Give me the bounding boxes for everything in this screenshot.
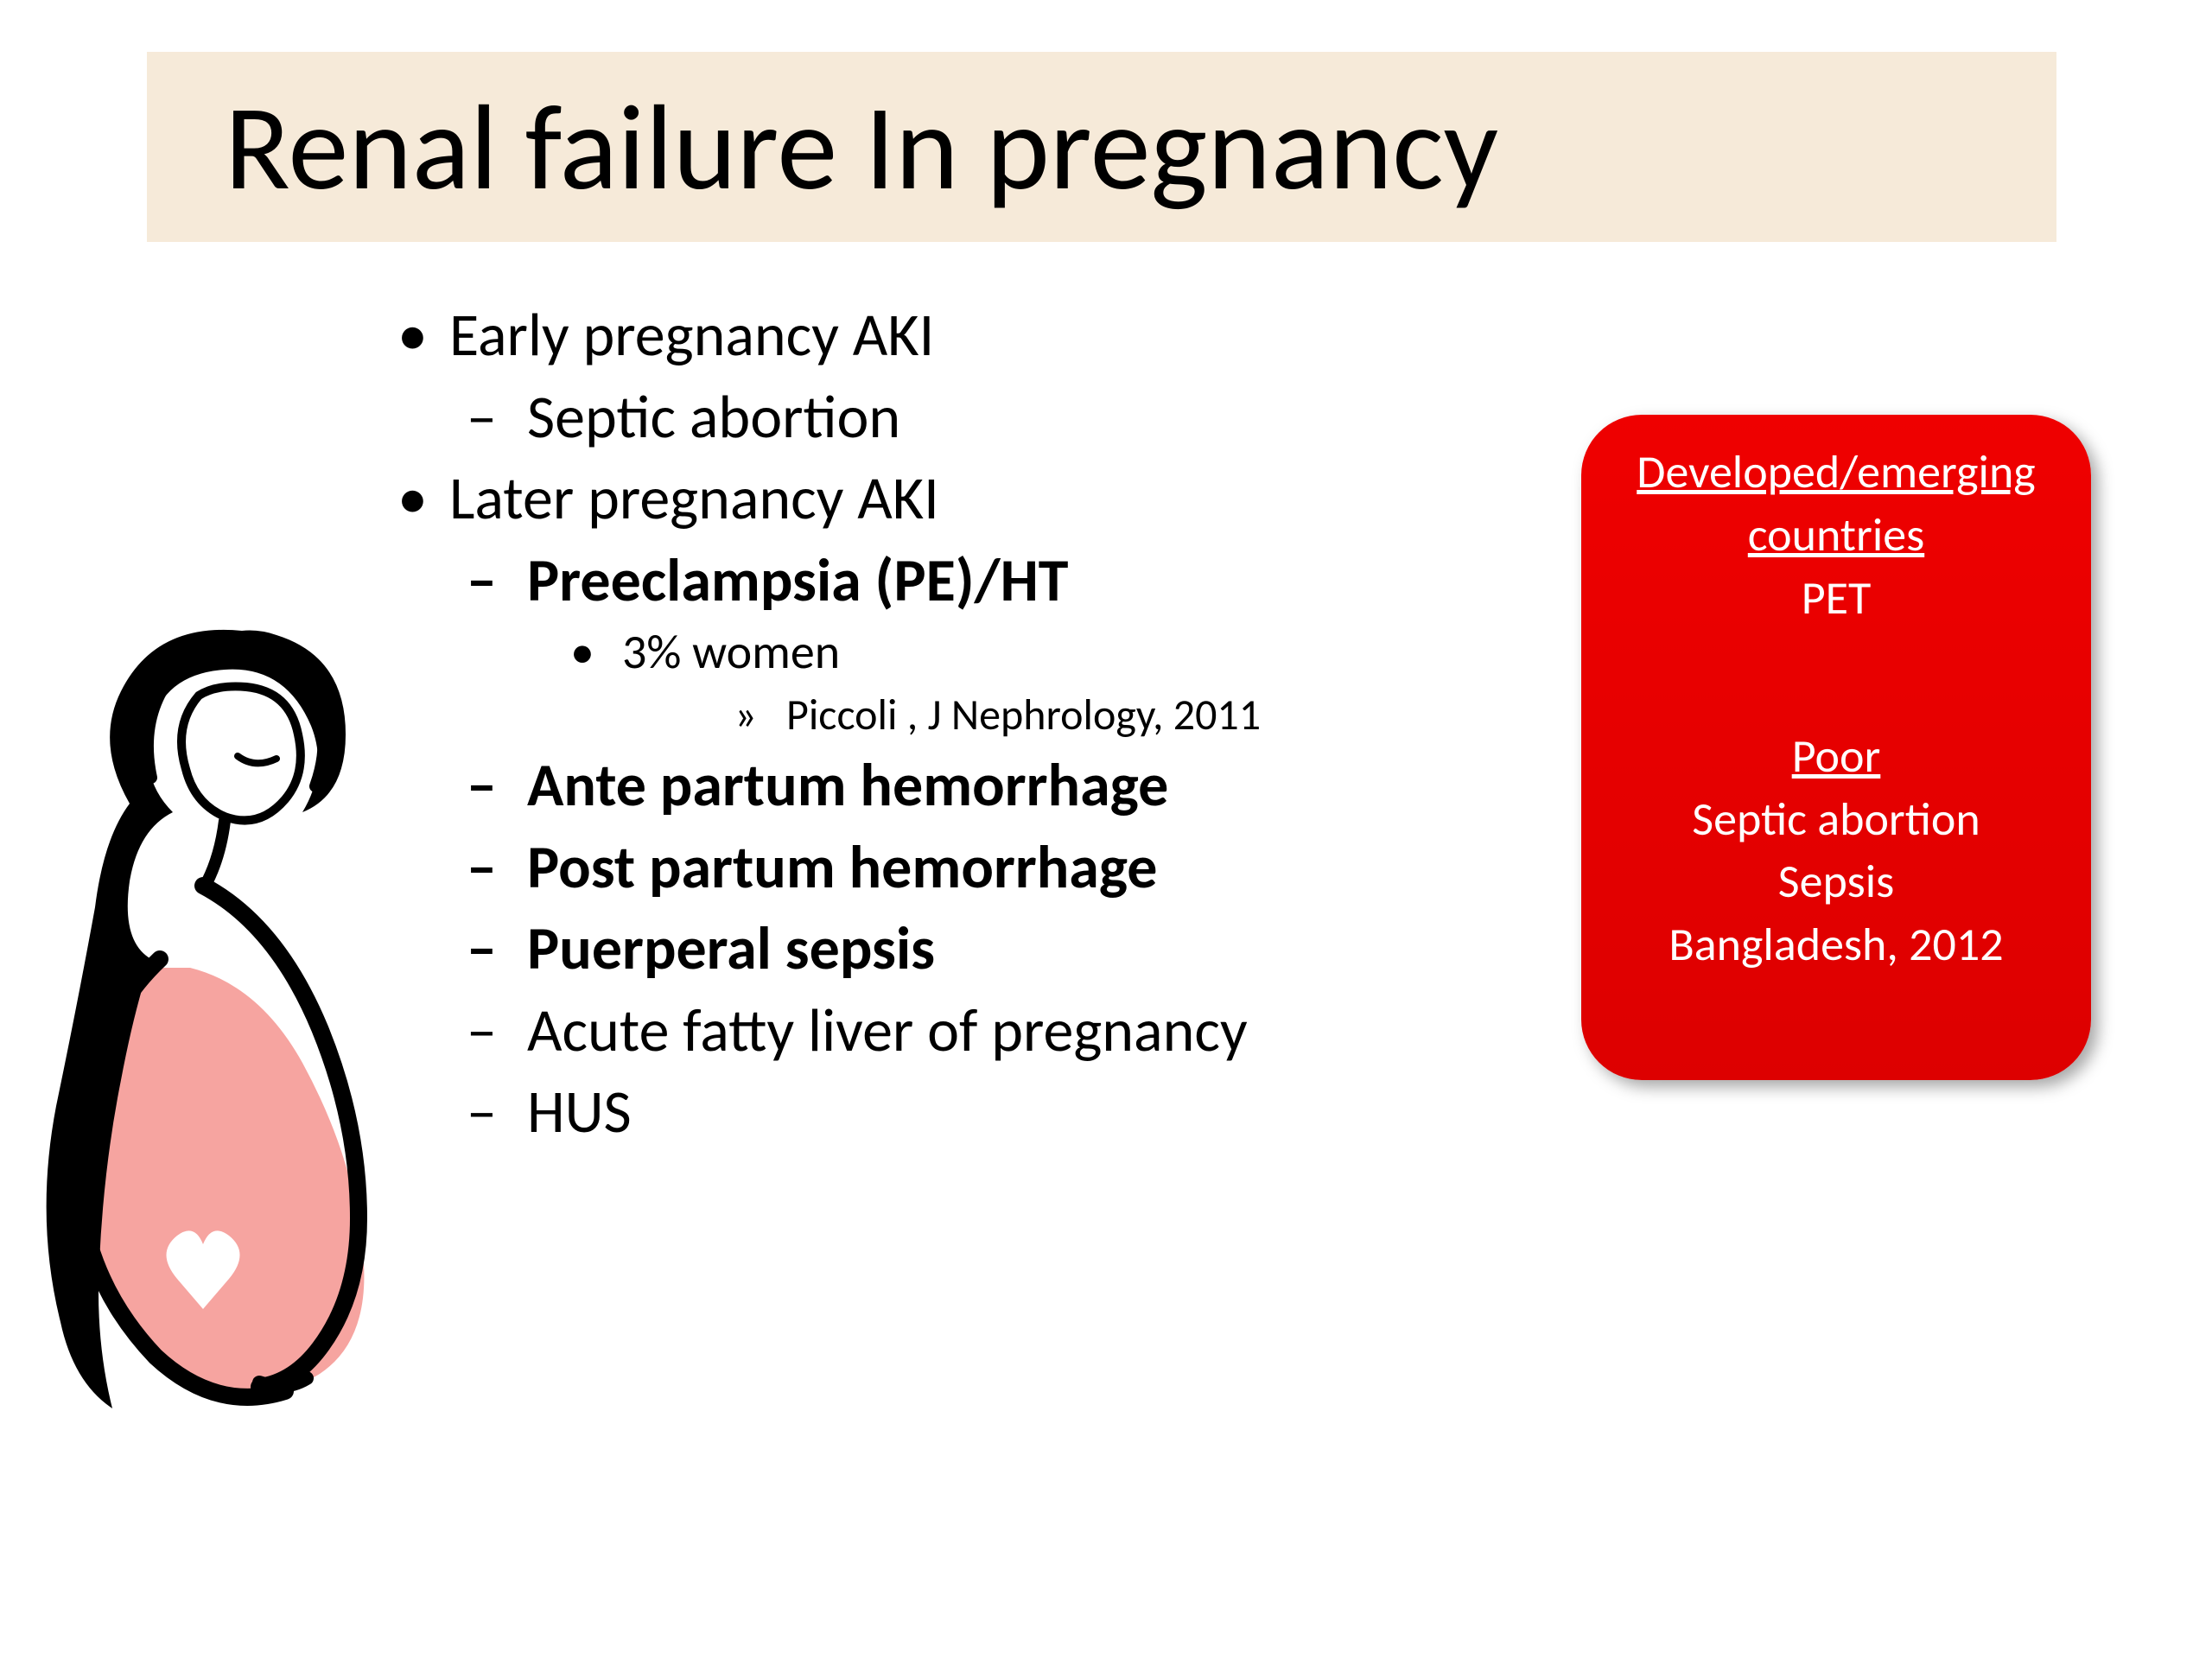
- bullet-level2: Puerperal sepsis: [397, 907, 1434, 989]
- callout-line: Sepsis: [1599, 850, 2074, 913]
- spacer: [1599, 630, 2074, 725]
- bullet-level3: 3% women: [397, 620, 1434, 686]
- bullet-level4: Piccoli , J Nephrology, 2011: [397, 686, 1434, 745]
- callout-heading: countries: [1599, 504, 2074, 567]
- bullet-level1: Later pregnancy AKI: [397, 457, 1434, 539]
- callout-heading: Poor: [1599, 725, 2074, 788]
- callout-box: Developed/emerging countries PET Poor Se…: [1581, 415, 2091, 1080]
- slide-title: Renal failure In pregnancy: [225, 73, 1498, 221]
- bullet-level2: Ante partum hemorrhage: [397, 744, 1434, 826]
- callout-line: Septic abortion: [1599, 788, 2074, 851]
- callout-line: Bangladesh, 2012: [1599, 913, 2074, 976]
- bullet-level2: Acute fatty liver of pregnancy: [397, 989, 1434, 1071]
- bullet-level2: HUS: [397, 1071, 1434, 1153]
- bullet-level2: Post partum hemorrhage: [397, 826, 1434, 908]
- pregnant-woman-icon: [0, 596, 389, 1434]
- callout-line: PET: [1599, 567, 2074, 630]
- callout-heading: Developed/emerging: [1599, 441, 2074, 504]
- bullet-level2: Septic abortion: [397, 376, 1434, 458]
- bullet-level1: Early pregnancy AKI: [397, 294, 1434, 376]
- bullet-level2: Preeclampsia (PE)/HT: [397, 539, 1434, 621]
- title-bar: Renal failure In pregnancy: [147, 52, 2056, 242]
- bullet-content: Early pregnancy AKI Septic abortion Late…: [397, 294, 1434, 1153]
